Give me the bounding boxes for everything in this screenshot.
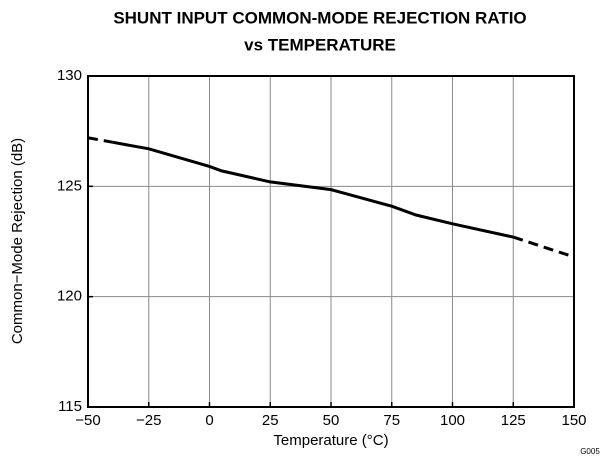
chart-title: vs TEMPERATURE: [244, 35, 396, 54]
x-tick-label: 25: [262, 412, 279, 429]
y-axis-label: Common−Mode Rejection (dB): [9, 138, 26, 344]
y-tick-label: 115: [58, 398, 82, 415]
x-axis-label: Temperature (°C): [273, 432, 388, 449]
x-tick-label: 125: [501, 412, 526, 429]
y-tick-label: 120: [57, 288, 82, 305]
x-tick-label: 75: [383, 412, 400, 429]
chart-title: SHUNT INPUT COMMON-MODE REJECTION RATIO: [113, 8, 526, 27]
data-line: [512, 235, 575, 259]
plot-frame: [87, 75, 575, 408]
figure-code: G005: [580, 447, 600, 456]
x-tick-label: 100: [440, 412, 465, 429]
x-tick-label: 150: [561, 412, 586, 429]
x-tick-label: −25: [136, 412, 161, 429]
x-tick-label: 50: [323, 412, 340, 429]
data-line: [112, 140, 514, 239]
x-tick-label: −50: [75, 412, 100, 429]
data-line: [87, 136, 113, 144]
y-tick-label: 130: [57, 67, 82, 84]
x-tick-label: 0: [205, 412, 213, 429]
y-tick-label: 125: [57, 177, 82, 194]
